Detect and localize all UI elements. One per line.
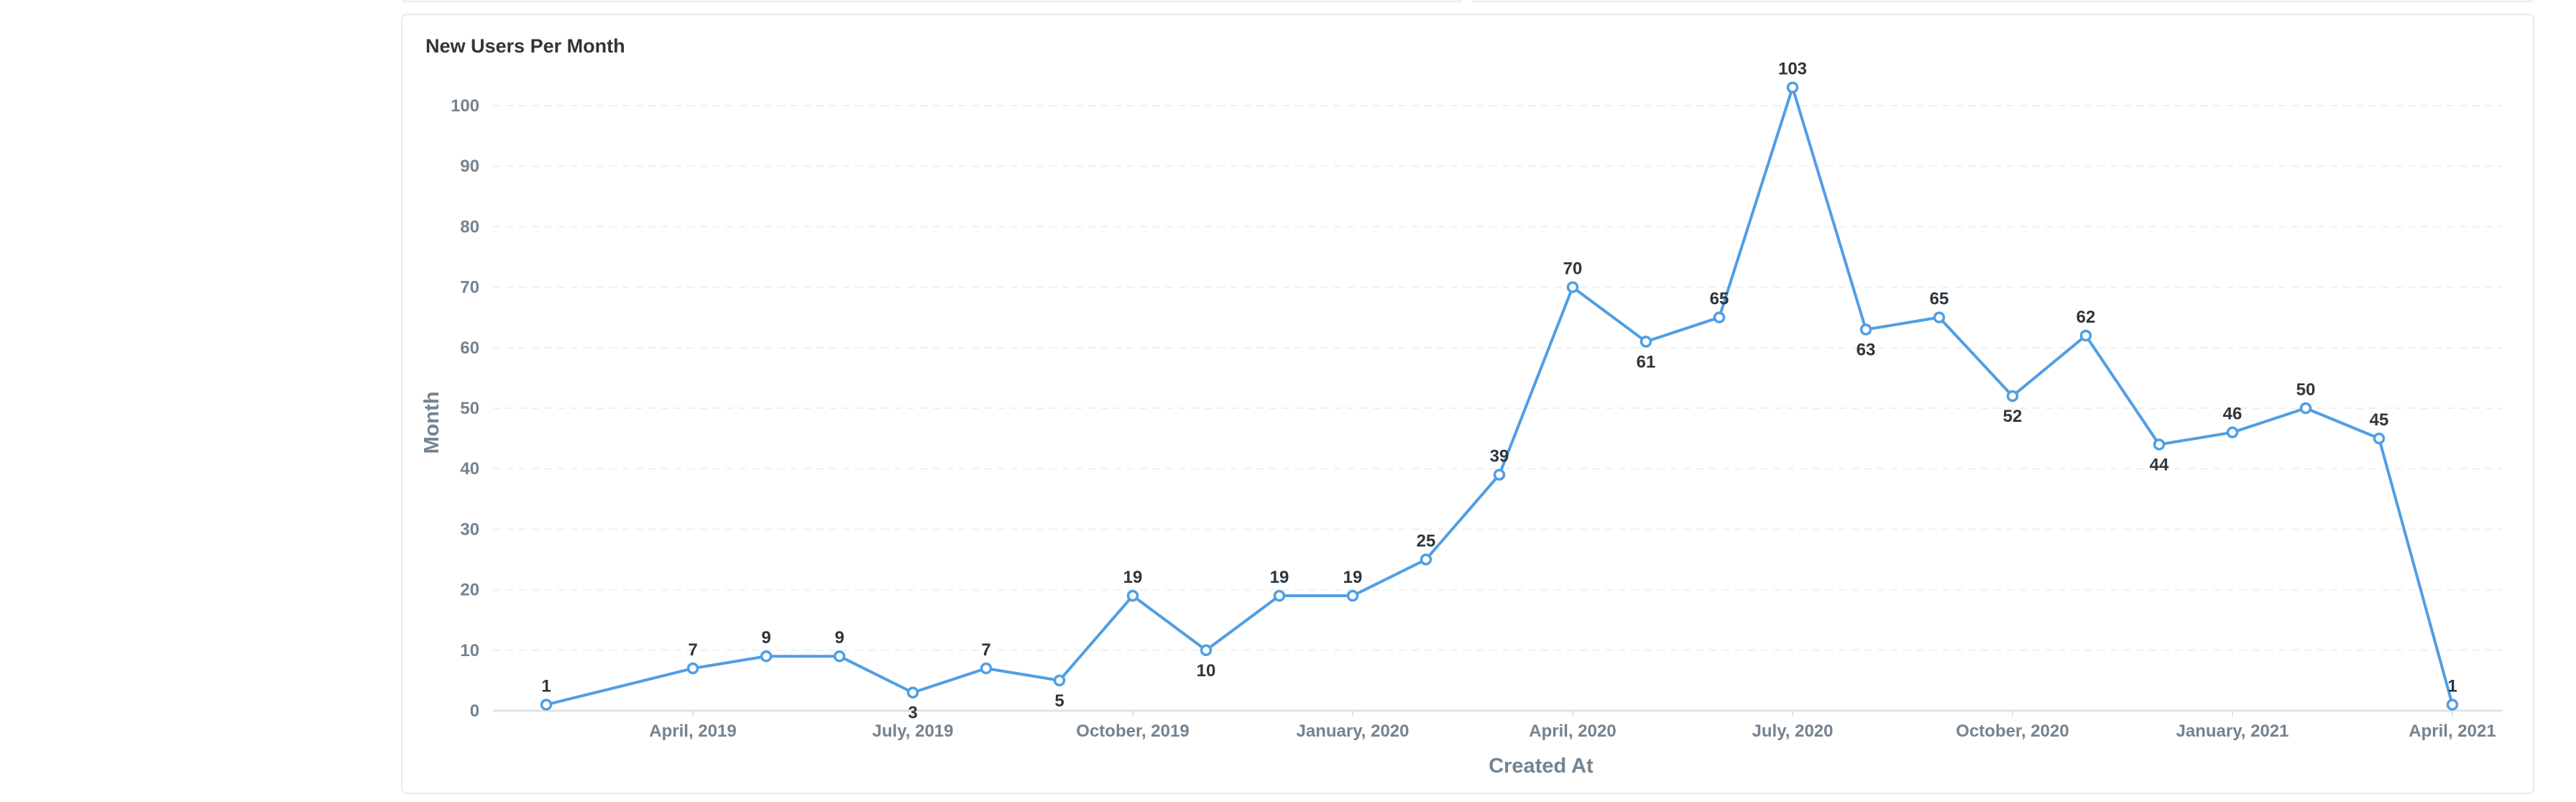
data-label: 25 <box>1417 532 1436 551</box>
data-point <box>1566 281 1579 293</box>
data-label: 1 <box>541 677 551 696</box>
data-label: 5 <box>1054 691 1064 711</box>
data-point <box>1713 311 1726 323</box>
x-tick-label: July, 2019 <box>873 722 954 741</box>
data-point <box>1859 323 1872 336</box>
y-tick-label: 70 <box>460 278 479 298</box>
data-point <box>2446 699 2459 711</box>
data-point <box>1786 81 1799 93</box>
data-label: 10 <box>1197 661 1216 681</box>
series-line <box>545 86 2454 706</box>
data-point <box>1493 469 1506 481</box>
data-label: 65 <box>1930 290 1949 309</box>
data-label: 19 <box>1123 568 1143 587</box>
y-tick-label: 20 <box>460 581 479 600</box>
data-label: 44 <box>2150 456 2169 475</box>
y-tick-label: 60 <box>460 338 479 358</box>
data-label: 1 <box>2447 677 2457 696</box>
data-point <box>2006 390 2019 402</box>
y-tick-label: 0 <box>470 701 479 721</box>
x-axis-label: Created At <box>1489 755 1593 778</box>
data-labels: 1 7 9 9 3 7 5 19 10 19 19 25 39 70 61 65 103 63 65 52 62 44 46… <box>541 60 2457 723</box>
y-axis-label: Month <box>420 392 443 454</box>
data-point <box>1639 336 1652 348</box>
data-label: 3 <box>908 704 917 723</box>
data-point <box>760 650 773 663</box>
grid-lines <box>493 105 2503 651</box>
y-tick-label: 50 <box>460 399 479 418</box>
data-point <box>1346 589 1359 602</box>
data-point <box>1200 644 1213 657</box>
data-label: 19 <box>1270 568 1289 587</box>
data-point <box>1126 589 1139 602</box>
y-tick-label: 40 <box>460 459 479 479</box>
data-point <box>686 662 699 675</box>
data-label: 62 <box>2076 308 2096 327</box>
data-label: 7 <box>981 640 990 660</box>
y-tick-label: 90 <box>460 157 479 176</box>
x-tick-label: October, 2019 <box>1076 722 1189 741</box>
data-label: 52 <box>2003 407 2023 426</box>
x-tick-label: April, 2020 <box>1529 722 1616 741</box>
data-point <box>540 699 553 711</box>
data-point <box>2153 438 2166 451</box>
y-tick-label: 80 <box>460 217 479 236</box>
x-tick-label: July, 2020 <box>1752 722 1834 741</box>
data-point <box>1420 553 1432 566</box>
data-label: 103 <box>1778 60 1807 79</box>
data-label: 65 <box>1710 290 1729 309</box>
data-point <box>833 650 846 663</box>
x-tick-label: October, 2020 <box>1956 722 2069 741</box>
line-chart: 0 10 20 30 40 50 60 70 80 90 100 April, 2019 July, 2… <box>420 60 2503 778</box>
data-point <box>980 662 993 675</box>
x-tick-label: April, 2019 <box>649 722 736 741</box>
chart-card: New Users Per Month 0 10 20 30 40 50 60 70 80 90 1… <box>401 14 2534 794</box>
card-above-right <box>1471 0 2534 2</box>
chart-title[interactable]: New Users Per Month <box>426 35 625 57</box>
data-label: 7 <box>688 640 697 660</box>
data-label: 39 <box>1490 447 1509 466</box>
data-point <box>1053 674 1066 687</box>
data-label: 63 <box>1857 341 1876 360</box>
data-label: 46 <box>2223 405 2242 424</box>
data-point <box>1933 311 1946 323</box>
data-point <box>2226 426 2239 438</box>
series-new-users <box>540 81 2459 711</box>
x-tick-label: January, 2020 <box>1297 722 1409 741</box>
data-label: 50 <box>2296 380 2316 400</box>
data-label: 70 <box>1563 259 1583 279</box>
card-above-left <box>401 0 1463 2</box>
data-label: 9 <box>761 628 770 647</box>
x-tick-label: January, 2021 <box>2176 722 2289 741</box>
data-point <box>2079 329 2092 342</box>
axes: 0 10 20 30 40 50 60 70 80 90 100 April, 2019 July, 2… <box>451 96 2503 741</box>
data-point <box>2373 432 2386 445</box>
y-tick-label: 100 <box>451 96 479 116</box>
data-label: 19 <box>1343 568 1363 587</box>
data-point <box>906 686 919 699</box>
y-tick-label: 30 <box>460 520 479 539</box>
data-label: 9 <box>834 628 844 647</box>
data-label: 61 <box>1637 352 1656 372</box>
y-tick-label: 10 <box>460 641 479 660</box>
data-label: 45 <box>2370 410 2389 430</box>
data-point <box>2299 402 2312 415</box>
x-tick-label: April, 2021 <box>2409 722 2496 741</box>
data-point <box>1273 589 1286 602</box>
